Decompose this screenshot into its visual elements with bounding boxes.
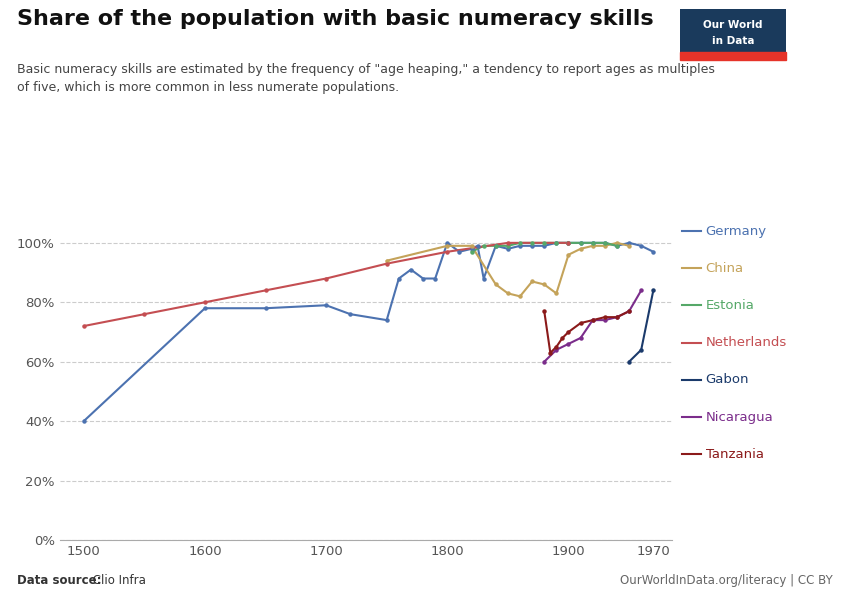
Text: Netherlands: Netherlands — [706, 336, 787, 349]
Text: Data source:: Data source: — [17, 574, 101, 587]
Text: Basic numeracy skills are estimated by the frequency of "age heaping," a tendenc: Basic numeracy skills are estimated by t… — [17, 63, 715, 94]
Text: in Data: in Data — [711, 35, 755, 46]
Text: OurWorldInData.org/literacy | CC BY: OurWorldInData.org/literacy | CC BY — [620, 574, 833, 587]
Bar — [680, 52, 786, 60]
Text: Gabon: Gabon — [706, 373, 749, 386]
Text: China: China — [706, 262, 744, 275]
Text: Estonia: Estonia — [706, 299, 755, 312]
Text: Clio Infra: Clio Infra — [89, 574, 146, 587]
Text: Share of the population with basic numeracy skills: Share of the population with basic numer… — [17, 9, 654, 29]
Text: Tanzania: Tanzania — [706, 448, 763, 461]
Text: Our World: Our World — [703, 20, 763, 31]
Text: Germany: Germany — [706, 224, 767, 238]
Text: Nicaragua: Nicaragua — [706, 410, 774, 424]
